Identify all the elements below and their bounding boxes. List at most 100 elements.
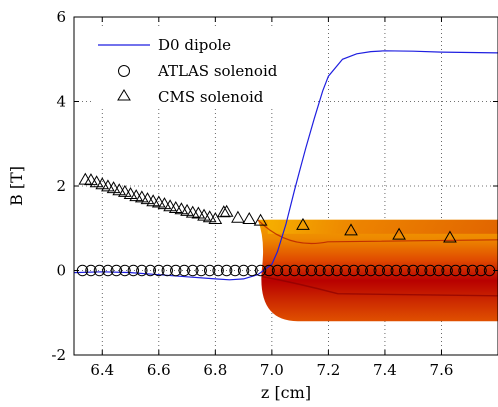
cms-point-26 xyxy=(231,210,245,223)
atlas-point-19 xyxy=(237,264,250,277)
atlas-point-11 xyxy=(170,264,182,277)
x-tick-label-1: 6.6 xyxy=(147,361,171,379)
cms-point-12 xyxy=(146,194,161,207)
cms-point-32 xyxy=(443,230,457,243)
cms-point-15 xyxy=(163,199,177,212)
atlas-point-5 xyxy=(119,264,131,277)
atlas-point-1 xyxy=(85,264,97,277)
cms-point-1 xyxy=(84,173,98,186)
atlas-point-12 xyxy=(178,264,190,277)
atlas-point-34 xyxy=(365,264,377,277)
y-tick-label-4: 6 xyxy=(56,8,66,26)
atlas-point-24 xyxy=(280,264,292,277)
cms-point-30 xyxy=(344,223,358,236)
legend-atlas-label: ATLAS solenoid xyxy=(157,62,278,80)
legend-cms-swatch xyxy=(117,89,131,101)
atlas-point-41 xyxy=(424,264,436,277)
x-tick-label-2: 6.8 xyxy=(203,361,227,379)
cms-point-11 xyxy=(140,192,155,205)
atlas-point-27 xyxy=(305,264,318,277)
series-layer xyxy=(74,50,498,281)
cms-point-25 xyxy=(219,204,234,217)
legend-atlas-swatch xyxy=(118,65,130,77)
atlas-point-8 xyxy=(144,264,157,277)
x-tick-label-3: 7.0 xyxy=(260,361,284,379)
spine-top-band xyxy=(267,219,498,234)
spine-edge-upper xyxy=(257,219,498,245)
atlas-point-47 xyxy=(475,264,487,277)
y-tick-label-1: 0 xyxy=(56,262,66,280)
cms-point-3 xyxy=(95,177,110,190)
cms-point-5 xyxy=(106,181,121,194)
axis-ticks: 6.4 6.6 6.8 7.0 7.2 7.4 7.6 -2 0 2 4 6 xyxy=(51,8,498,379)
atlas-point-7 xyxy=(136,264,148,277)
atlas-point-10 xyxy=(161,264,173,277)
atlas-point-37 xyxy=(390,264,402,277)
cms-point-4 xyxy=(101,179,115,192)
spine-edge-lower xyxy=(261,275,498,297)
atlas-point-30 xyxy=(331,264,343,277)
atlas-point-21 xyxy=(254,264,267,277)
legend-background xyxy=(92,27,314,107)
y-tick-label-2: 2 xyxy=(56,177,66,195)
atlas-point-18 xyxy=(229,264,241,277)
y-tick-label-3: 4 xyxy=(56,93,66,111)
cms-point-17 xyxy=(174,202,189,215)
cms-point-22 xyxy=(202,210,217,223)
cms-point-31 xyxy=(392,227,406,240)
cms-point-20 xyxy=(191,206,206,219)
atlas-point-36 xyxy=(382,264,394,277)
atlas-point-25 xyxy=(288,264,301,277)
cms-point-7 xyxy=(118,184,132,197)
cms-point-23 xyxy=(208,211,223,224)
cms-point-8 xyxy=(123,187,138,200)
x-tick-label-0: 6.4 xyxy=(90,361,114,379)
atlas-point-17 xyxy=(220,264,233,277)
atlas-point-4 xyxy=(110,264,123,277)
atlas-point-9 xyxy=(153,264,165,277)
cms-point-29 xyxy=(296,217,310,230)
atlas-point-42 xyxy=(432,264,445,277)
atlas-point-45 xyxy=(458,264,470,277)
cms-point-18 xyxy=(180,203,194,216)
cms-point-28 xyxy=(253,213,268,226)
atlas-point-29 xyxy=(322,264,335,277)
x-tick-label-4: 7.2 xyxy=(316,361,340,379)
legend-d0-label: D0 dipole xyxy=(158,36,231,54)
atlas-point-43 xyxy=(441,264,453,277)
atlas-point-22 xyxy=(263,264,275,277)
atlas-point-44 xyxy=(449,264,462,277)
atlas-point-40 xyxy=(415,264,428,277)
atlas-point-15 xyxy=(203,264,216,277)
cms-point-6 xyxy=(112,183,127,196)
cms-point-21 xyxy=(197,208,211,221)
atlas-point-6 xyxy=(127,264,140,277)
series-line-d0-dipole xyxy=(74,50,498,281)
spine-body xyxy=(257,219,498,322)
cms-point-10 xyxy=(134,190,149,203)
spine-image xyxy=(257,219,498,322)
atlas-point-2 xyxy=(93,264,106,277)
cms-point-14 xyxy=(157,197,172,210)
cms-point-0 xyxy=(78,172,93,185)
cms-point-27 xyxy=(242,211,257,224)
legend: D0 dipole ATLAS solenoid CMS solenoid xyxy=(92,27,314,107)
atlas-point-31 xyxy=(339,264,352,277)
cms-point-2 xyxy=(89,175,104,188)
atlas-point-16 xyxy=(212,264,224,277)
atlas-point-33 xyxy=(356,264,369,277)
y-tick-label-0: -2 xyxy=(51,346,66,364)
x-tick-label-5: 7.4 xyxy=(373,361,397,379)
atlas-point-38 xyxy=(399,264,411,277)
atlas-point-32 xyxy=(348,264,360,277)
atlas-point-39 xyxy=(407,264,419,277)
cms-point-9 xyxy=(129,189,144,202)
x-axis-label: z [cm] xyxy=(261,383,311,402)
atlas-point-28 xyxy=(314,264,326,277)
atlas-point-35 xyxy=(373,264,385,277)
atlas-point-20 xyxy=(246,264,258,277)
atlas-point-14 xyxy=(195,264,207,277)
atlas-point-3 xyxy=(102,264,114,277)
atlas-point-23 xyxy=(271,264,284,277)
